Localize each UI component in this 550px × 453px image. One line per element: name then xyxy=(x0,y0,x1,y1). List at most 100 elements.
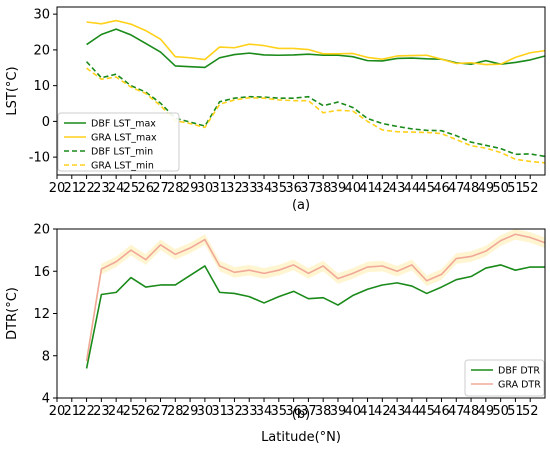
x-tick-label: 47 xyxy=(448,404,465,419)
x-tick-label: 48 xyxy=(463,181,480,196)
legend: DBF DTR GRA DTR xyxy=(464,359,545,397)
legend-label: GRA DTR xyxy=(498,380,541,391)
x-tick-label: 26 xyxy=(137,404,154,419)
x-tick-label: 30 xyxy=(197,181,214,196)
x-tick-label: 26 xyxy=(137,181,154,196)
x-tick-label: 33 xyxy=(241,181,258,196)
x-tick-label: 44 xyxy=(404,404,421,419)
x-tick-label: 21 xyxy=(64,181,81,196)
series-line-gra-lst-min xyxy=(86,67,546,164)
x-tick-label: 49 xyxy=(478,181,495,196)
y-tick-label: 16 xyxy=(33,265,50,280)
x-tick-label: 39 xyxy=(330,181,347,196)
x-tick-label: 34 xyxy=(256,404,273,419)
x-tick-label: 27 xyxy=(152,181,169,196)
x-tick-label: 21 xyxy=(64,404,81,419)
x-tick-label: 48 xyxy=(463,404,480,419)
y-tick-label: 30 xyxy=(33,8,50,23)
x-tick-label: 31 xyxy=(211,404,228,419)
y-tick-label: 12 xyxy=(33,307,50,322)
x-tick-label: 23 xyxy=(93,181,110,196)
x-tick-label: 47 xyxy=(448,181,465,196)
x-tick-label: 38 xyxy=(315,404,332,419)
x-tick-label: 40 xyxy=(344,181,361,196)
legend-label: GRA LST_max xyxy=(91,133,157,144)
series-line-gra-lst-max xyxy=(86,19,546,66)
y-tick-label: 20 xyxy=(33,223,50,238)
x-tick-label: 29 xyxy=(182,404,199,419)
x-tick-label: 50 xyxy=(492,404,509,419)
y-tick-label: 8 xyxy=(42,349,50,364)
x-tick-label: 52 xyxy=(522,181,539,196)
legend-box xyxy=(57,112,180,172)
x-tick-label: 25 xyxy=(123,181,140,196)
y-tick-label: 20 xyxy=(33,43,50,58)
x-tick-label: 43 xyxy=(389,181,406,196)
x-tick-label: 24 xyxy=(108,181,125,196)
x-tick-label: 28 xyxy=(167,181,184,196)
x-tick-label: 43 xyxy=(389,404,406,419)
x-tick-label: 29 xyxy=(182,181,199,196)
panel-label: (a) xyxy=(292,198,310,213)
series-line-gra-dtr xyxy=(85,233,546,362)
y-tick-label: 4 xyxy=(42,392,50,407)
x-tick-label: 22 xyxy=(78,404,95,419)
plot-frame xyxy=(56,6,546,176)
panel-label: (b) xyxy=(292,407,310,422)
x-tick-label: 51 xyxy=(507,404,524,419)
x-tick-label: 32 xyxy=(226,404,243,419)
x-tick-label: 31 xyxy=(211,181,228,196)
x-tick-label: 42 xyxy=(374,181,391,196)
x-tick-label: 27 xyxy=(152,404,169,419)
series-line-dbf-dtr xyxy=(85,264,545,369)
x-tick-label: 46 xyxy=(433,404,450,419)
x-tick-label: 23 xyxy=(93,404,110,419)
x-tick-label: 41 xyxy=(359,181,376,196)
x-tick-label: 44 xyxy=(404,181,421,196)
series-line-dbf-lst-min xyxy=(85,61,546,158)
x-tick-label: 37 xyxy=(300,404,317,419)
y-tick-label: -10 xyxy=(29,151,50,166)
x-tick-label: 37 xyxy=(300,181,317,196)
x-axis-label: Latitude(°N) xyxy=(261,430,341,445)
x-tick-label: 34 xyxy=(256,181,273,196)
legend-label: GRA LST_min xyxy=(91,161,154,172)
y-tick-label: 10 xyxy=(33,79,50,94)
x-tick-label: 36 xyxy=(285,181,302,196)
x-tick-label: 30 xyxy=(197,404,214,419)
panel-a-lst-chart: 2021222324252627282930313233343536373839… xyxy=(5,6,546,213)
x-tick-label: 35 xyxy=(271,181,288,196)
legend-label: DBF DTR xyxy=(498,366,540,377)
x-tick-label: 25 xyxy=(123,404,140,419)
x-tick-label: 50 xyxy=(492,181,509,196)
x-tick-label: 45 xyxy=(418,181,435,196)
x-tick-label: 51 xyxy=(507,181,524,196)
x-tick-label: 40 xyxy=(344,404,361,419)
x-tick-label: 20 xyxy=(49,181,66,196)
legend: DBF LST_max GRA LST_max DBF LST_min GRA LST… xyxy=(57,112,180,172)
x-tick-label: 28 xyxy=(167,404,184,419)
x-tick-label: 22 xyxy=(78,181,95,196)
x-tick-label: 35 xyxy=(271,404,288,419)
x-tick-label: 20 xyxy=(49,404,66,419)
x-tick-label: 45 xyxy=(418,404,435,419)
x-tick-label: 24 xyxy=(108,404,125,419)
y-axis-label: LST(°C) xyxy=(5,66,20,115)
y-tick-label: 0 xyxy=(42,115,50,130)
x-tick-label: 41 xyxy=(359,404,376,419)
panel-b-dtr-chart: 2021222324252627282930313233343536373839… xyxy=(5,223,546,445)
x-tick-label: 42 xyxy=(374,404,391,419)
y-axis-label: DTR(°C) xyxy=(5,287,20,340)
x-tick-label: 32 xyxy=(226,181,243,196)
x-tick-label: 46 xyxy=(433,181,450,196)
x-tick-label: 52 xyxy=(522,404,539,419)
legend-label: DBF LST_min xyxy=(91,147,153,158)
x-tick-label: 49 xyxy=(478,404,495,419)
x-tick-label: 36 xyxy=(285,404,302,419)
x-tick-label: 39 xyxy=(330,404,347,419)
x-tick-label: 33 xyxy=(241,404,258,419)
series-line-dbf-lst-max xyxy=(86,28,546,69)
legend-label: DBF LST_max xyxy=(91,119,156,130)
